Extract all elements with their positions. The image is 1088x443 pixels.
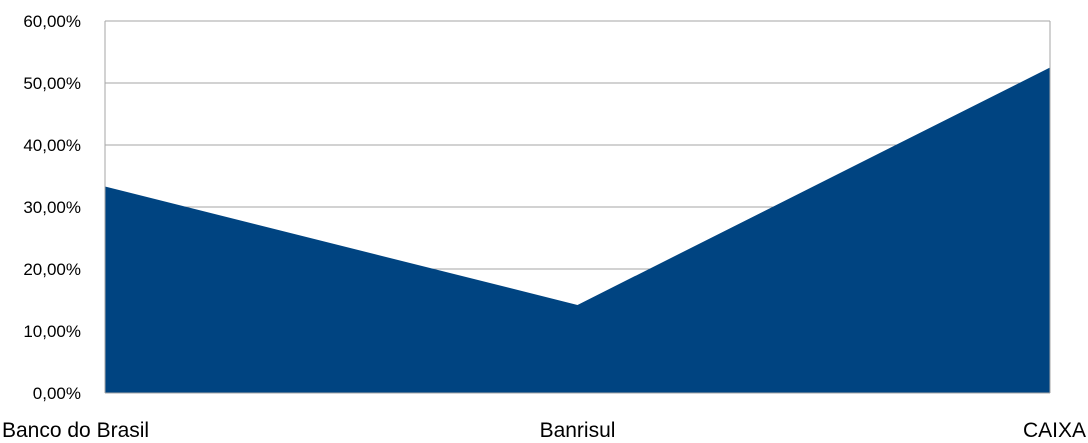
x-axis-category-labels: Banco do Brasil Banrisul CAIXA <box>2 419 1086 442</box>
y-tick-label-3: 30,00% <box>23 198 81 217</box>
category-label-1: Banrisul <box>540 419 616 442</box>
y-tick-label-4: 40,00% <box>23 136 81 155</box>
category-label-2: CAIXA <box>1023 419 1086 442</box>
y-tick-label-1: 10,00% <box>23 322 81 341</box>
series-area <box>105 67 1050 393</box>
y-tick-label-0: 0,00% <box>33 384 81 403</box>
y-tick-label-2: 20,00% <box>23 260 81 279</box>
category-label-0: Banco do Brasil <box>2 419 149 442</box>
area-series-fill <box>105 67 1050 393</box>
y-tick-label-5: 50,00% <box>23 74 81 93</box>
y-tick-label-6: 60,00% <box>23 12 81 31</box>
plot-frame <box>104 21 1051 394</box>
y-axis-tick-labels: 0,00% 10,00% 20,00% 30,00% 40,00% 50,00% 60,00… <box>23 12 81 403</box>
